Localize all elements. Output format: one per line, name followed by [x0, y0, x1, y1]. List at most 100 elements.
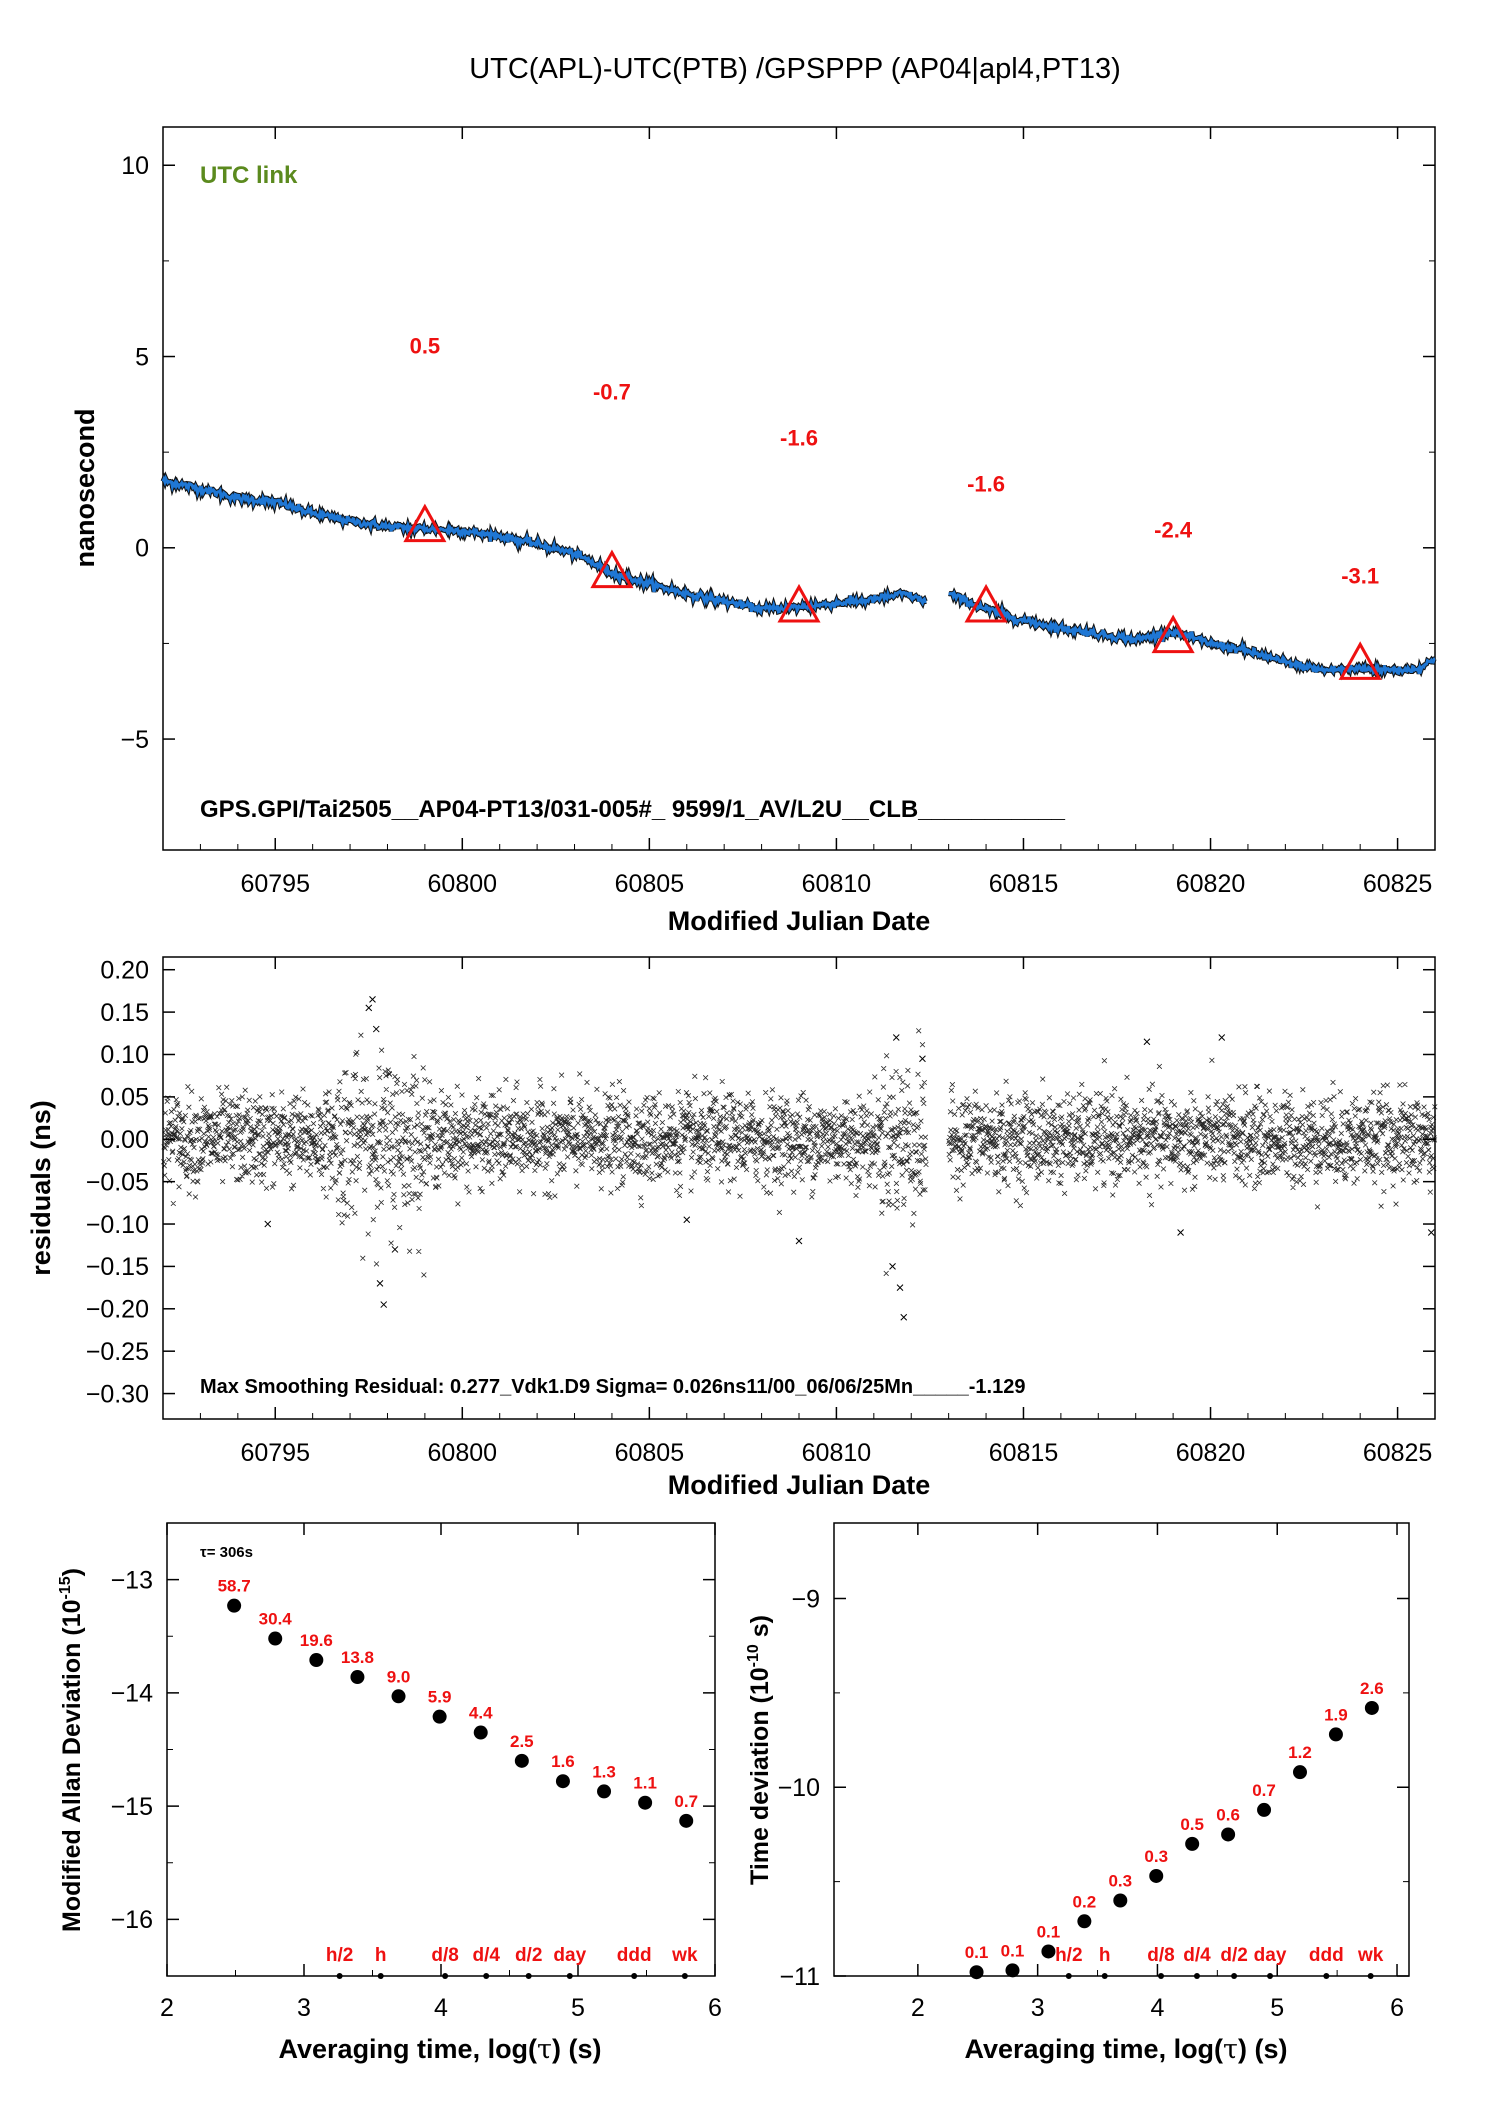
residual-summary: Max Smoothing Residual: 0.277_Vdk1.D9 Si… [200, 1376, 1025, 1398]
y-axis-label-exp: -10 [745, 1644, 762, 1667]
residual-outlier-4 [376, 1280, 384, 1287]
axis-ticks: 60795 60800 60805 60810 60815 60820 60825 10 5 0 −… [120, 127, 1436, 898]
residual-outlier-1 [369, 996, 376, 1003]
y-axis-label: Modified Allan Deviation (10-15) [57, 1568, 86, 1932]
dev-point-11 [638, 1795, 653, 1810]
dev-point-2 [1005, 1963, 1020, 1978]
y-tick-label: −0.30 [86, 1380, 149, 1408]
y-tick-label: −9 [791, 1585, 820, 1613]
x-tick-label: 60795 [240, 1439, 310, 1467]
x-tick-label: 3 [1031, 1994, 1045, 2022]
dev-point-8 [514, 1753, 529, 1768]
dev-point-label-6: 5.9 [428, 1688, 452, 1707]
y-tick-label: −13 [111, 1566, 153, 1594]
y-tick-label: −0.15 [86, 1253, 149, 1281]
x-axis-label-tau: τ [1223, 2034, 1238, 2065]
y-tick-label: 0.15 [100, 999, 149, 1027]
residual-outlier-10 [889, 1263, 896, 1270]
dev-point-3 [309, 1653, 324, 1668]
axis-ticks: 2 3 4 5 6 −9 −10 −11 [778, 1523, 1409, 2022]
x-tick-label: 2 [911, 1994, 925, 2022]
dev-point-9 [1257, 1802, 1272, 1817]
residual-outlier-12 [1218, 1034, 1226, 1041]
y-tick-label: −5 [120, 726, 149, 754]
period-mark-label-1: h/2 [1055, 1945, 1082, 1966]
x-tick-label: 60815 [989, 870, 1059, 898]
x-axis-label: Modified Julian Date [668, 906, 931, 936]
residual-outlier-2 [365, 1004, 373, 1012]
period-mark-label-3: d/8 [431, 1945, 458, 1966]
marker-triangle-2 [590, 549, 634, 589]
y-tick-label: −0.05 [86, 1168, 149, 1196]
tdev-panel: 2 3 4 5 6−9−10−11 0.1 0.10.10.20.30.30.5 0.60.… [745, 1522, 1410, 2065]
period-mark-1 [1065, 1973, 1072, 1979]
axis-ticks: 2 3 4 5 6 −13 −14 −15 −16 [111, 1522, 722, 2022]
x-axis-label-tau: τ [537, 2034, 552, 2065]
y-tick-label: −10 [778, 1774, 820, 1802]
period-mark-label-1: h/2 [326, 1945, 353, 1966]
residual-outlier-9 [900, 1313, 908, 1321]
plot-frame [833, 1522, 1410, 1977]
dev-point-label-2: 0.1 [1001, 1941, 1025, 1960]
marker-triangle-5 [1151, 614, 1195, 654]
data-series: 0.1 0.1 0.1 0.2 0.3 0.3 0.5 0.6 0.7 1.2 1.9 2.6 h/2 h… [965, 1679, 1384, 1980]
y-axis-label: Time deviation (10-10 s) [745, 1615, 774, 1885]
y-axis-label: residuals (ns) [26, 1100, 56, 1276]
dev-point-6 [432, 1709, 447, 1724]
period-mark-label-8: wk [1357, 1945, 1384, 1966]
marker-triangle-6 [1338, 641, 1382, 680]
marker-triangle-1 [403, 503, 447, 543]
period-mark-3 [1158, 1973, 1165, 1979]
dev-point-5 [391, 1689, 406, 1704]
y-tick-label: −15 [111, 1793, 153, 1821]
dev-point-label-8: 0.6 [1216, 1805, 1240, 1824]
dev-point-8 [1221, 1827, 1236, 1842]
y-tick-label: −11 [779, 1963, 820, 1991]
residual-outlier-11 [1143, 1038, 1151, 1046]
period-mark-8 [681, 1973, 688, 1979]
residual-outlier-5 [380, 1301, 388, 1308]
x-tick-label: 60815 [989, 1439, 1059, 1467]
period-mark-label-8: wk [671, 1945, 698, 1966]
dev-point-4 [1077, 1914, 1092, 1929]
x-tick-label: 6 [708, 1994, 722, 2022]
residual-outlier-14 [795, 1237, 803, 1245]
dev-point-label-10: 1.3 [592, 1762, 616, 1781]
residual-outlier-18 [683, 1216, 691, 1224]
plot-frame [162, 126, 1436, 851]
y-axis-label-end: ) [58, 1568, 86, 1576]
marker-triangle-4 [964, 583, 1008, 623]
x-tick-label: 60810 [802, 870, 872, 898]
dev-point-label-1: 0.1 [965, 1943, 989, 1962]
period-mark-8 [1367, 1973, 1374, 1979]
period-mark-2 [377, 1973, 384, 1979]
dev-point-1 [227, 1598, 242, 1613]
marker-label-3: -1.6 [780, 426, 818, 451]
dev-point-12 [679, 1813, 694, 1828]
series-1-line [161, 474, 927, 616]
marker-label-5: -2.4 [1154, 518, 1193, 543]
page-title: UTC(APL)-UTC(PTB) /GPSPPP (AP04|apl4,PT1… [469, 53, 1121, 85]
dev-point-label-4: 13.8 [341, 1648, 374, 1667]
dev-point-label-9: 1.6 [551, 1752, 575, 1771]
dev-point-2 [268, 1631, 283, 1646]
period-mark-label-3: d/8 [1147, 1945, 1174, 1966]
dev-point-5 [1113, 1893, 1128, 1908]
dev-point-label-6: 0.3 [1144, 1847, 1168, 1866]
data-series: 58.7 30.4 19.6 13.8 9.0 5.9 4.4 2.5 1.6 1.3 1.1 0.7… [218, 1577, 698, 1979]
y-tick-label: −14 [111, 1680, 154, 1708]
x-tick-label: 60810 [802, 1439, 872, 1467]
x-tick-label: 4 [1150, 1994, 1164, 2022]
period-mark-label-2: h [375, 1945, 387, 1966]
residual-outlier-3 [372, 1025, 380, 1033]
y-axis-label-text: Modified Allan Deviation (10 [58, 1600, 86, 1932]
residual-outlier-17 [919, 1055, 926, 1063]
y-tick-label: 0.05 [100, 1084, 149, 1112]
y-axis-label-end: s) [746, 1615, 774, 1644]
dev-point-4 [350, 1670, 365, 1685]
x-tick-label: 6 [1390, 1994, 1404, 2022]
x-tick-label: 60825 [1363, 870, 1433, 898]
plot-frame [162, 956, 1436, 1420]
y-axis-label-exp: -15 [57, 1576, 74, 1599]
